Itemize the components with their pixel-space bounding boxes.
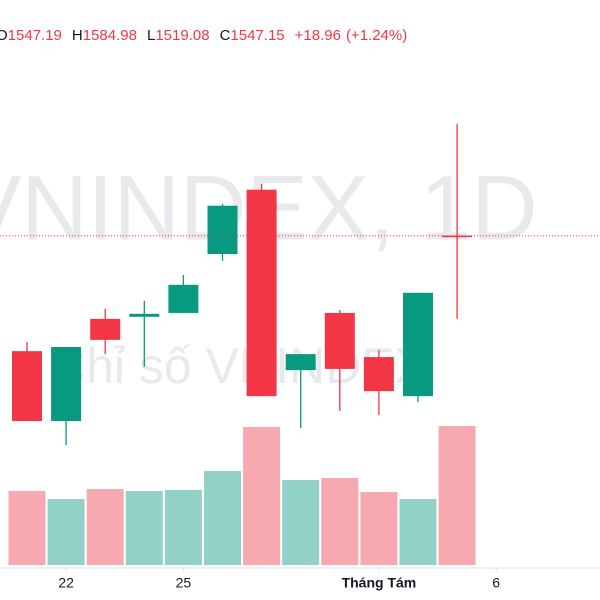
volume-bar <box>438 426 476 565</box>
ohlc-value: 1547.19 <box>8 27 62 44</box>
volume-bar <box>321 478 359 565</box>
volume-bar <box>399 499 437 565</box>
volume-bar <box>243 427 281 565</box>
volume-bar <box>47 499 85 565</box>
candle-body <box>403 292 433 397</box>
candle-body <box>246 189 277 397</box>
x-tick-label: Tháng Tám <box>342 575 417 591</box>
candle-body <box>51 347 82 422</box>
volume-bar <box>360 492 398 565</box>
x-tick-label: 6 <box>492 575 500 591</box>
change: +18.96 <box>295 27 341 44</box>
change-pct: (+1.24%) <box>346 27 407 44</box>
candle-body <box>90 318 121 340</box>
candle-body <box>363 357 394 392</box>
candle-body <box>442 235 473 238</box>
ohlc-value: 1519.08 <box>155 27 209 44</box>
x-tick-label: 22 <box>58 575 74 591</box>
ohlc-value: 1547.15 <box>230 27 284 44</box>
volume-bar <box>86 489 124 565</box>
volume-bar <box>125 491 163 565</box>
candle-body <box>285 354 316 371</box>
ohlc-label: O <box>0 27 8 44</box>
candle-body <box>324 312 355 369</box>
ohlc-header: O1547.19 H1584.98 L1519.08 C1547.15 +18.96 (+… <box>0 27 407 44</box>
ohlc-value: 1584.98 <box>83 27 137 44</box>
volume-bar <box>164 490 202 565</box>
volume-bar <box>204 471 241 565</box>
ohlc-label: H <box>72 27 83 44</box>
volume-bar <box>282 480 320 565</box>
ohlc-label: L <box>147 27 155 44</box>
candle-body <box>12 351 42 422</box>
candle-body <box>129 313 160 317</box>
ohlc-label: C <box>220 27 231 44</box>
candle-body <box>168 284 199 313</box>
volume-bar <box>8 491 46 565</box>
candle-body <box>207 205 238 254</box>
x-tick-label: 25 <box>176 575 192 591</box>
